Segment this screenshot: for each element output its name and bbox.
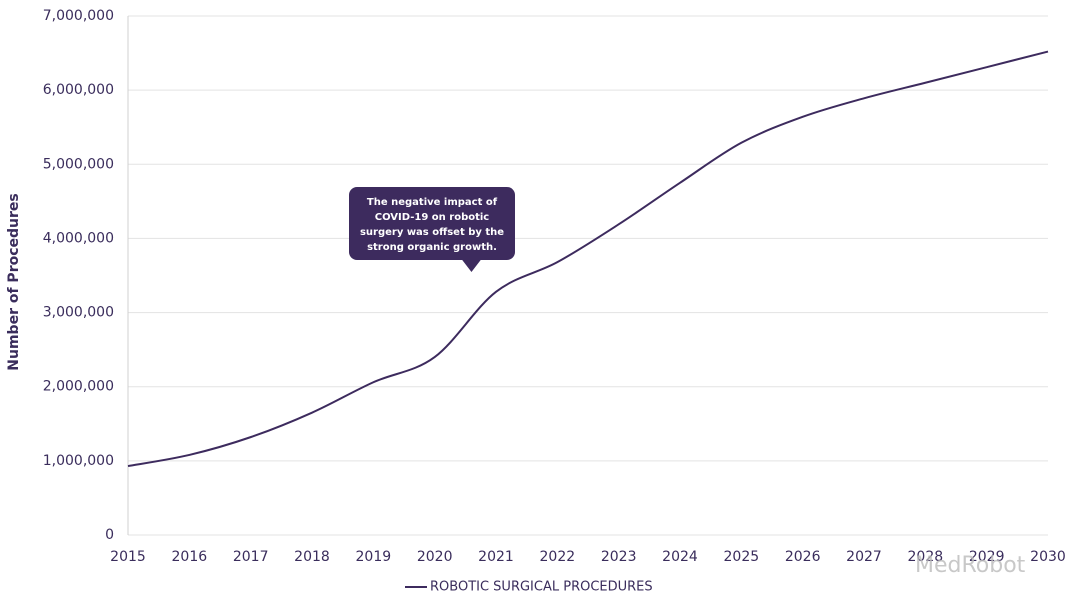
- callout-text: strong organic growth.: [367, 242, 497, 253]
- x-tick-label: 2026: [785, 549, 821, 565]
- x-tick-label: 2017: [233, 549, 269, 565]
- y-tick-label: 4,000,000: [43, 230, 114, 246]
- y-tick-label: 2,000,000: [43, 379, 114, 395]
- callout-text: surgery was offset by the: [360, 227, 504, 238]
- callout: The negative impact of COVID-19 on roboti…: [349, 187, 515, 272]
- y-tick-label: 0: [105, 527, 114, 543]
- callout-text: COVID-19 on robotic: [375, 212, 490, 223]
- data-line: [127, 50, 1049, 468]
- x-tick-label: 2024: [662, 549, 698, 565]
- x-tick-label: 2018: [294, 549, 330, 565]
- x-tick-label: 2021: [478, 549, 514, 565]
- x-tick-label: 2027: [846, 549, 882, 565]
- x-tick-label: 2023: [601, 549, 637, 565]
- x-tick-label: 2022: [540, 549, 576, 565]
- y-tick-label: 6,000,000: [43, 82, 114, 98]
- y-tick-label: 7,000,000: [43, 8, 114, 24]
- y-tick-label: 5,000,000: [43, 156, 114, 172]
- x-tick-label: 2015: [110, 549, 146, 565]
- callout-text: The negative impact of: [367, 197, 498, 208]
- x-tick-label: 2020: [417, 549, 453, 565]
- x-tick-label: 2028: [908, 549, 944, 565]
- callout-pointer: [461, 259, 482, 272]
- callout-box: [349, 187, 515, 260]
- y-axis-title: Number of Procedures: [6, 193, 22, 370]
- x-tick-label: 2019: [356, 549, 392, 565]
- y-tick-label: 3,000,000: [43, 305, 114, 321]
- x-tick-label: 2030: [1030, 549, 1066, 565]
- x-tick-label: 2016: [172, 549, 208, 565]
- y-tick-label: 1,000,000: [43, 453, 114, 469]
- watermark: MedRobot: [915, 553, 1026, 578]
- x-tick-label: 2025: [724, 549, 760, 565]
- x-tick-label: 2029: [969, 549, 1005, 565]
- legend-label: ROBOTIC SURGICAL PROCEDURES: [430, 580, 653, 595]
